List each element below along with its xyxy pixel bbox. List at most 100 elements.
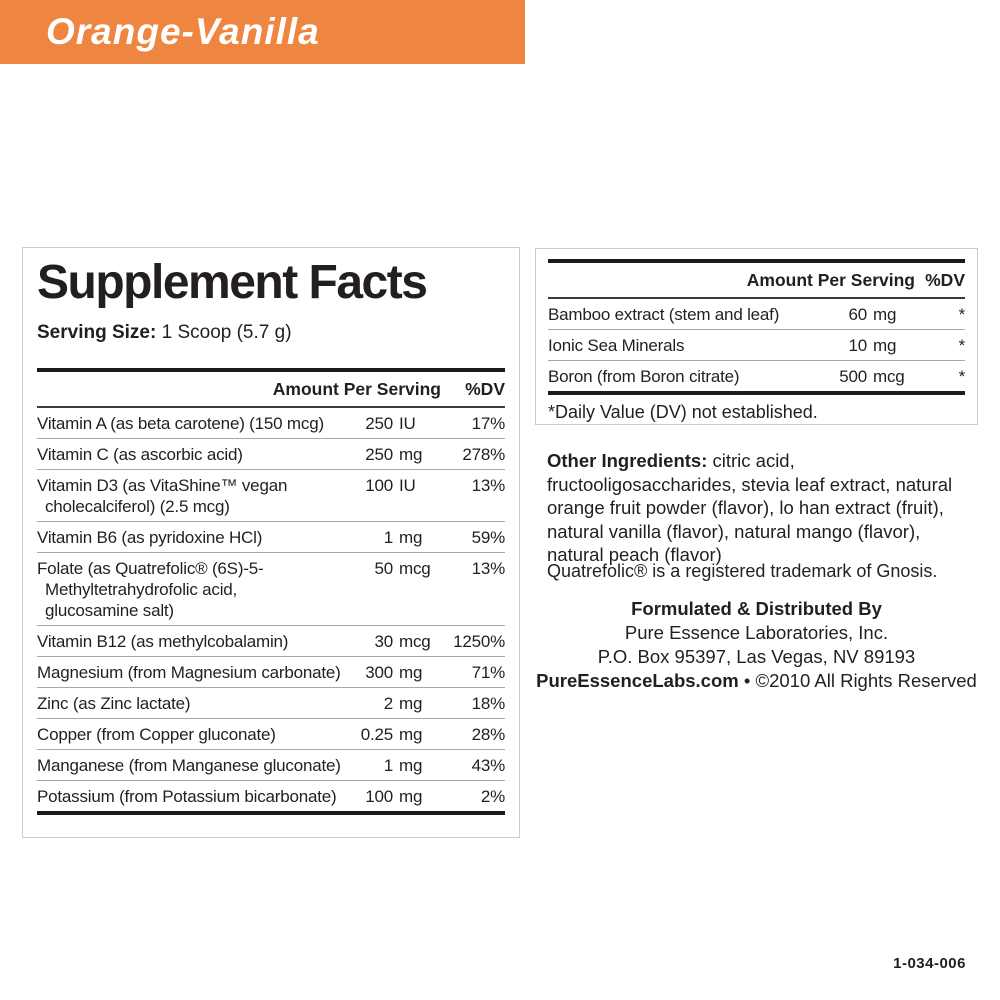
table-row: Vitamin B6 (as pyridoxine HCl) 1 mg 59% xyxy=(37,522,506,554)
daily-value: 2% xyxy=(480,787,505,807)
amount-unit: IU xyxy=(399,414,416,434)
amount-value: 50 xyxy=(374,559,393,579)
ingredient-name: Magnesium (from Magnesium carbonate) xyxy=(37,662,341,683)
ingredient-name-line: glucosamine salt) xyxy=(45,601,174,621)
ingredient-amount: 2 mg xyxy=(329,693,441,714)
ingredient-amount: 60 mg xyxy=(803,304,915,325)
amount-value: 10 xyxy=(848,336,867,355)
ingredient-name-line: Zinc (as Zinc lactate) xyxy=(37,694,191,714)
ingredient-name-line: Ionic Sea Minerals xyxy=(548,336,685,355)
amount-value: 250 xyxy=(365,445,393,465)
ingredient-name: Bamboo extract (stem and leaf) xyxy=(548,304,803,325)
amount-value: 100 xyxy=(365,476,393,496)
daily-value: 18% xyxy=(471,694,506,714)
ingredient-amount: 250 mg xyxy=(329,444,441,465)
flavor-banner: Orange-Vanilla xyxy=(0,0,525,64)
table-row: Vitamin C (as ascorbic acid) 250 mg 278% xyxy=(37,439,505,471)
table-row: Copper (from Copper gluconate) 0.25 mg 2… xyxy=(37,719,506,751)
amount-unit: mg xyxy=(399,694,423,714)
ingredient-name-line: Vitamin B12 (as methylcobalamin) xyxy=(37,632,289,652)
amount-unit: mg xyxy=(399,445,423,465)
ingredient-name-line: Magnesium (from Magnesium carbonate) xyxy=(37,663,341,683)
nutrients-table: Vitamin A (as beta carotene) (150 mcg) 2… xyxy=(37,408,505,811)
amount-value: 500 xyxy=(839,367,867,386)
supplement-facts-panel: Supplement Facts Serving Size: 1 Scoop (… xyxy=(22,247,520,838)
thick-rule xyxy=(548,391,965,395)
daily-value: 28% xyxy=(471,725,506,745)
ingredient-amount: 250 IU xyxy=(329,413,441,434)
distributor-heading: Formulated & Distributed By xyxy=(631,598,882,619)
ingredient-name-line: Boron (from Boron citrate) xyxy=(548,367,740,386)
daily-value: * xyxy=(958,336,966,355)
distributor-company: Pure Essence Laboratories, Inc. xyxy=(624,622,889,643)
daily-value: 1250% xyxy=(453,632,505,652)
dv-header: %DV xyxy=(925,270,965,290)
daily-value: 278% xyxy=(462,445,505,465)
table-row: Vitamin D3 (as VitaShine™ vegan cholecalc… xyxy=(37,470,506,523)
amount-unit: mcg xyxy=(873,367,905,386)
table-row: Vitamin B12 (as methylcobalamin) 30 mcg … xyxy=(37,626,505,658)
ingredient-name-line: Vitamin C (as ascorbic acid) xyxy=(37,445,243,465)
thick-rule xyxy=(548,259,965,263)
item-code: 1-034-006 xyxy=(893,955,966,972)
table-row: Bamboo extract (stem and leaf) 60 mg * xyxy=(548,299,965,330)
secondary-facts-panel: Amount Per Serving %DV Bamboo extract (s… xyxy=(535,248,978,425)
dv-footnote: *Daily Value (DV) not established. xyxy=(548,402,818,422)
amount-unit: mg xyxy=(399,756,423,776)
distributor-block: Formulated & Distributed By Pure Essence… xyxy=(535,597,978,693)
ingredient-name: Folate (as Quatrefolic® (6S)-5- Methyltet… xyxy=(37,558,329,621)
amount-value: 1 xyxy=(383,528,393,548)
amount-unit: mcg xyxy=(399,559,431,579)
distributor-address: P.O. Box 95397, Las Vegas, NV 89193 xyxy=(597,646,916,667)
other-ingredients: Other Ingredients: citric acid, fructool… xyxy=(547,449,971,567)
amount-unit: IU xyxy=(399,476,416,496)
ingredient-amount: 30 mcg xyxy=(329,631,441,652)
amount-value: 100 xyxy=(365,787,393,807)
ingredient-name: Vitamin A (as beta carotene) (150 mcg) xyxy=(37,413,329,434)
thick-rule xyxy=(37,368,505,373)
ingredient-amount: 100 IU xyxy=(329,475,441,496)
table-row: Potassium (from Potassium bicarbonate) 1… xyxy=(37,781,505,811)
ingredient-name: Vitamin C (as ascorbic acid) xyxy=(37,444,329,465)
distributor-website-line: PureEssenceLabs.com • ©2010 All Rights R… xyxy=(535,669,978,693)
amount-per-serving-header: Amount Per Serving xyxy=(272,379,441,400)
serving-size-label: Serving Size: xyxy=(37,322,157,344)
thick-rule xyxy=(37,811,505,816)
amount-value: 300 xyxy=(365,663,393,683)
table-row: Vitamin A (as beta carotene) (150 mcg) 2… xyxy=(37,408,506,440)
trademark-note: Quatrefolic® is a registered trademark o… xyxy=(547,561,938,581)
amount-value: 2 xyxy=(383,694,393,714)
amount-value: 1 xyxy=(383,756,393,776)
daily-value: 13% xyxy=(471,476,506,496)
daily-value: * xyxy=(958,367,966,386)
ingredient-name: Manganese (from Manganese gluconate) xyxy=(37,755,341,776)
ingredient-name-line: Vitamin A (as beta carotene) (150 mcg) xyxy=(37,414,324,434)
ingredient-name-line: Vitamin B6 (as pyridoxine HCl) xyxy=(37,528,263,548)
daily-value: 17% xyxy=(471,414,506,434)
ingredient-name: Vitamin B6 (as pyridoxine HCl) xyxy=(37,527,329,548)
daily-value: 59% xyxy=(471,528,506,548)
ingredient-name: Copper (from Copper gluconate) xyxy=(37,724,329,745)
other-ingredients-text: citric acid, fructooligosaccharides, ste… xyxy=(547,450,953,565)
amount-value: 30 xyxy=(374,632,393,652)
ingredient-amount: 0.25 mg xyxy=(329,724,441,745)
table-row: Boron (from Boron citrate) 500 mcg * xyxy=(548,361,965,391)
ingredient-amount: 300 mg xyxy=(329,662,441,683)
amount-unit: mg xyxy=(399,528,423,548)
ingredient-name-line: Folate (as Quatrefolic® (6S)-5- xyxy=(37,559,264,579)
distributor-copyright: • ©2010 All Rights Reserved xyxy=(738,670,977,691)
amount-unit: mg xyxy=(399,725,423,745)
amount-unit: mg xyxy=(873,305,897,324)
table-row: Ionic Sea Minerals 10 mg * xyxy=(548,330,965,361)
amount-unit: mg xyxy=(399,787,423,807)
ingredient-amount: 100 mg xyxy=(329,786,441,807)
ingredient-amount: 10 mg xyxy=(803,335,915,356)
ingredient-name: Boron (from Boron citrate) xyxy=(548,366,803,387)
amount-value: 0.25 xyxy=(360,725,393,745)
ingredient-amount: 50 mcg xyxy=(329,558,441,579)
dv-header: %DV xyxy=(465,379,505,400)
table-row: Folate (as Quatrefolic® (6S)-5- Methyltet… xyxy=(37,553,505,627)
ingredient-amount: 500 mcg xyxy=(803,366,915,387)
ingredient-name: Ionic Sea Minerals xyxy=(548,335,803,356)
daily-value: * xyxy=(958,305,966,324)
